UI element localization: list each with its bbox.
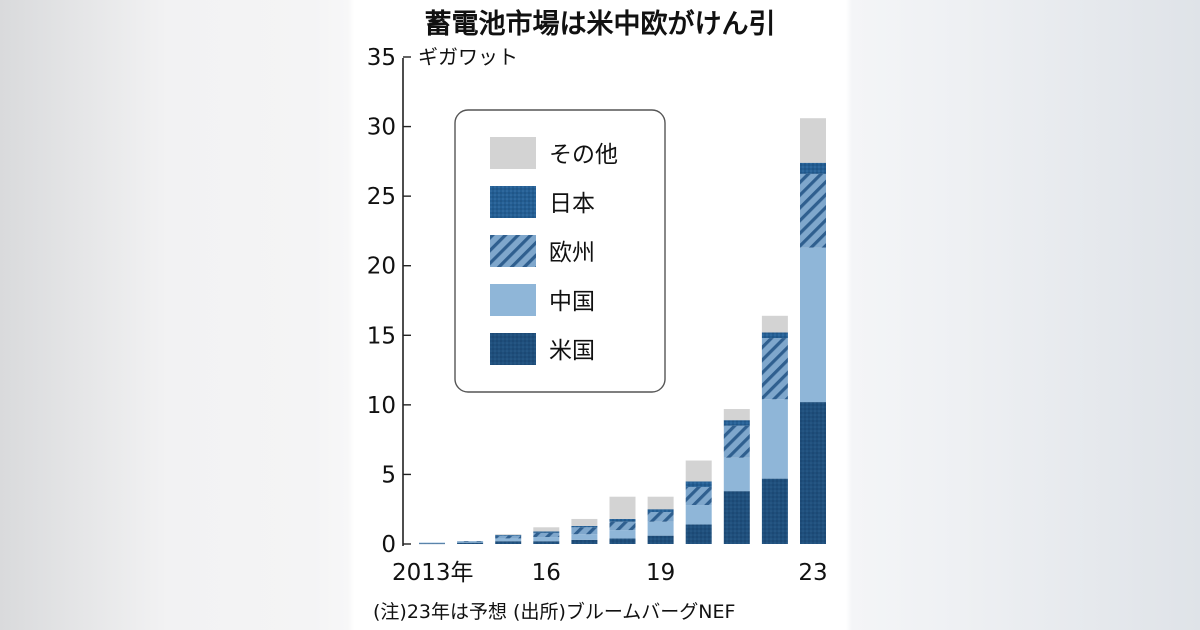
x-tick-label: 16 xyxy=(532,560,561,586)
y-axis-unit-label: ギガワット xyxy=(418,45,518,69)
y-tick-label: 35 xyxy=(367,45,396,71)
legend-label-米国: 米国 xyxy=(549,338,595,364)
y-tick-label: 0 xyxy=(381,532,396,558)
x-tick-label: 23 xyxy=(798,560,827,586)
x-tick-label: 2013年 xyxy=(392,560,474,586)
bar-segment-2020-中国 xyxy=(685,505,712,525)
bar-segment-2021-米国 xyxy=(723,491,750,544)
bar-segment-2019-米国 xyxy=(647,535,674,544)
bar-segment-2020-欧州 xyxy=(685,486,712,506)
bar-segment-2015-中国 xyxy=(495,538,522,542)
y-axis-ticks: 0 5 10 15 20 25 30 35 xyxy=(367,45,411,558)
legend-label-日本: 日本 xyxy=(549,191,595,217)
legend-swatch-欧州 xyxy=(490,235,536,267)
bar-segment-2019-中国 xyxy=(647,521,674,536)
bar-segment-2023-日本 xyxy=(800,162,826,174)
bar-segment-2021-中国 xyxy=(723,457,750,492)
bar-segment-2016-米国 xyxy=(533,541,560,544)
bar-segment-2020-米国 xyxy=(685,524,712,544)
bar-segment-2014-欧州 xyxy=(457,541,484,543)
bar-segment-2013-米国 xyxy=(419,543,445,545)
bar-segment-2021-日本 xyxy=(723,420,750,426)
y-tick-label: 10 xyxy=(367,393,396,419)
bar-segment-2019-欧州 xyxy=(647,511,674,522)
bar-segment-2013-中国 xyxy=(419,542,445,544)
bar-segment-2023-中国 xyxy=(800,247,826,403)
bar-segment-2016-その他 xyxy=(533,527,560,532)
legend-swatch-中国 xyxy=(490,284,536,316)
legend-label-中国: 中国 xyxy=(549,289,595,315)
chart-title: 蓄電池市場は米中欧がけん引 xyxy=(425,8,776,40)
bar-segment-2018-欧州 xyxy=(609,521,636,531)
bar-segment-2022-その他 xyxy=(761,315,788,333)
legend-label-欧州: 欧州 xyxy=(549,240,595,266)
bar-segment-2016-中国 xyxy=(533,537,560,542)
bar-segment-2015-欧州 xyxy=(495,535,522,539)
y-tick-label: 20 xyxy=(367,254,396,280)
bar-segment-2015-日本 xyxy=(495,534,522,536)
legend-label-その他: その他 xyxy=(549,142,618,168)
bar-segment-2018-米国 xyxy=(609,538,636,544)
legend-swatch-その他 xyxy=(490,137,536,169)
bar-segment-2018-その他 xyxy=(609,496,636,519)
bar-segment-2017-欧州 xyxy=(571,527,598,535)
bar-segment-2020-その他 xyxy=(685,460,712,482)
bar-segment-2023-欧州 xyxy=(800,173,826,248)
bar-segment-2019-日本 xyxy=(647,509,674,512)
bar-segment-2017-中国 xyxy=(571,534,598,540)
y-tick-label: 25 xyxy=(367,184,396,210)
legend-box xyxy=(454,109,666,393)
bar-segment-2014-中国 xyxy=(457,541,484,543)
y-tick-label: 15 xyxy=(367,323,396,349)
legend-swatch-米国 xyxy=(490,333,536,365)
y-tick-label: 30 xyxy=(367,115,396,141)
bar-segment-2022-欧州 xyxy=(761,338,788,400)
bar-segment-2018-中国 xyxy=(609,530,636,539)
bar-segment-2022-中国 xyxy=(761,399,788,479)
bar-segment-2018-日本 xyxy=(609,518,636,522)
bar-segment-2016-日本 xyxy=(533,531,560,533)
x-axis-tick-labels: 2013年 16 19 23 xyxy=(392,560,828,586)
bar-segment-2022-日本 xyxy=(761,332,788,339)
y-tick-label: 5 xyxy=(381,462,396,488)
x-tick-label: 19 xyxy=(646,560,675,586)
bar-segment-2020-日本 xyxy=(685,481,712,487)
bar-segment-2015-その他 xyxy=(495,534,522,536)
bar-segment-2016-欧州 xyxy=(533,532,560,538)
bar-segment-2015-米国 xyxy=(495,541,522,544)
bar-segment-2021-その他 xyxy=(723,409,750,421)
bar-segment-2017-米国 xyxy=(571,539,598,544)
bar-segment-2023-米国 xyxy=(800,402,826,544)
bar-segment-2022-米国 xyxy=(761,478,788,544)
bar-segment-2023-その他 xyxy=(800,118,826,163)
source-note: (注)23年は予想 (出所)ブルームバーグNEF xyxy=(373,600,735,623)
bar-segment-2014-米国 xyxy=(457,542,484,544)
legend-swatch-日本 xyxy=(490,186,536,218)
bar-segment-2019-その他 xyxy=(647,496,674,510)
bar-segment-2017-日本 xyxy=(571,525,598,528)
bar-segment-2021-欧州 xyxy=(723,425,750,458)
bar-series-group xyxy=(419,118,826,545)
bar-segment-2017-その他 xyxy=(571,518,598,526)
